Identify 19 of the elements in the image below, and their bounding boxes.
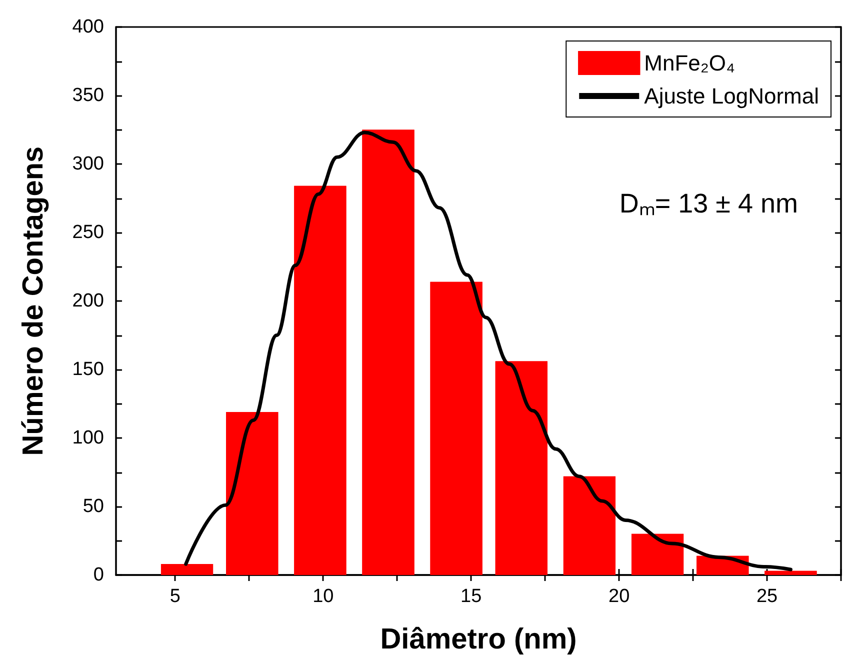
y-tick-label: 350 (72, 85, 104, 106)
y-tick-label: 300 (72, 154, 104, 174)
y-tick-label: 100 (72, 428, 104, 448)
y-tick-label: 0 (93, 564, 104, 586)
x-tick-label: 10 (312, 586, 334, 607)
y-tick-label: 400 (72, 16, 104, 38)
legend-label: MnFe₂O₄ (644, 50, 736, 76)
x-tick-label: 25 (756, 586, 778, 607)
y-tick-label: 250 (72, 222, 104, 243)
annotation: Dₘ= 13 ± 4 nm (619, 188, 798, 218)
x-tick-label: 20 (608, 586, 630, 607)
y-tick-label: 150 (72, 359, 104, 380)
y-tick-label: 200 (72, 290, 104, 312)
y-tick-label: 50 (82, 496, 104, 517)
x-tick-label: 5 (170, 586, 180, 607)
x-axis-title: Diâmetro (nm) (380, 624, 577, 656)
x-tick-label: 15 (460, 586, 482, 607)
legend-label: Ajuste LogNormal (644, 84, 820, 108)
y-axis-title: Número de Contagens (18, 146, 50, 456)
